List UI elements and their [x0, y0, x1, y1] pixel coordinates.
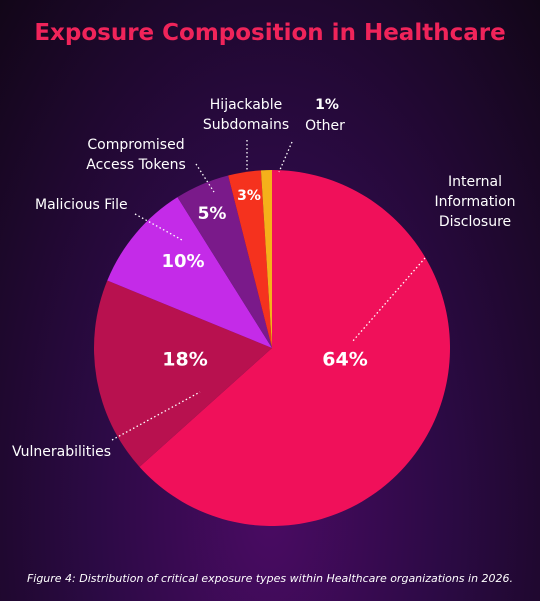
value-label: 10%	[161, 251, 204, 272]
category-label: Hijackable Subdomains	[202, 97, 290, 133]
value-label: 18%	[162, 349, 207, 371]
leader-line	[351, 257, 426, 343]
chart-title: Exposure Composition in Healthcare	[34, 20, 506, 46]
category-label: Compromised Access Tokens	[86, 137, 186, 173]
pie-slice	[139, 170, 451, 526]
category-label: Vulnerabilities	[12, 444, 112, 460]
value-label: 5%	[198, 204, 227, 224]
value-label: 64%	[322, 349, 367, 371]
category-label: Other	[305, 118, 345, 134]
leader-line	[111, 391, 201, 441]
pie-slice	[177, 175, 272, 348]
leader-line	[195, 163, 215, 193]
leader-line	[134, 213, 183, 241]
category-label: Internal Information Disclosure	[434, 174, 516, 230]
value-label: 3%	[237, 188, 261, 204]
pie-slice	[107, 197, 273, 348]
leader-line	[278, 141, 293, 173]
pie-slice	[260, 170, 272, 348]
category-label: Malicious File	[35, 197, 128, 213]
pie-slice	[94, 280, 272, 467]
caption: Figure 4: Distribution of critical expos…	[26, 572, 514, 585]
pie-slice	[228, 170, 272, 348]
value-label: 1%	[315, 97, 339, 113]
